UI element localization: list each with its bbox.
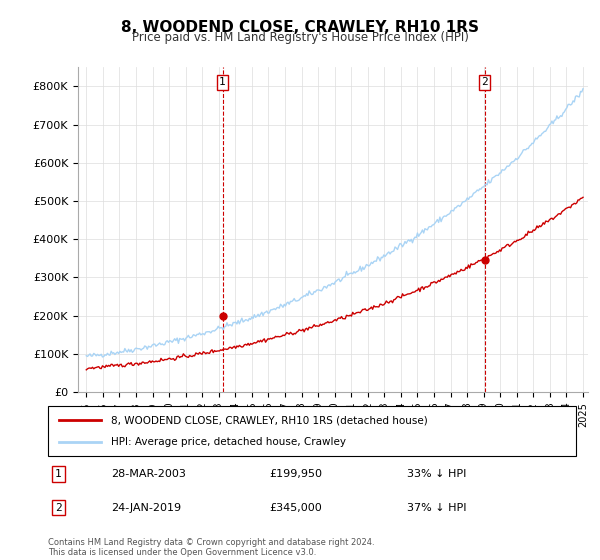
Text: 1: 1	[55, 469, 62, 479]
Text: Contains HM Land Registry data © Crown copyright and database right 2024.
This d: Contains HM Land Registry data © Crown c…	[48, 538, 374, 557]
Text: Price paid vs. HM Land Registry's House Price Index (HPI): Price paid vs. HM Land Registry's House …	[131, 31, 469, 44]
Text: HPI: Average price, detached house, Crawley: HPI: Average price, detached house, Craw…	[112, 437, 346, 447]
Text: 28-MAR-2003: 28-MAR-2003	[112, 469, 186, 479]
Text: 33% ↓ HPI: 33% ↓ HPI	[407, 469, 466, 479]
Text: £345,000: £345,000	[270, 502, 323, 512]
Text: 8, WOODEND CLOSE, CRAWLEY, RH10 1RS (detached house): 8, WOODEND CLOSE, CRAWLEY, RH10 1RS (det…	[112, 415, 428, 425]
Text: £199,950: £199,950	[270, 469, 323, 479]
Text: 1: 1	[219, 77, 226, 87]
Text: 2: 2	[55, 502, 62, 512]
Text: 24-JAN-2019: 24-JAN-2019	[112, 502, 181, 512]
Text: 37% ↓ HPI: 37% ↓ HPI	[407, 502, 467, 512]
Text: 8, WOODEND CLOSE, CRAWLEY, RH10 1RS: 8, WOODEND CLOSE, CRAWLEY, RH10 1RS	[121, 20, 479, 35]
FancyBboxPatch shape	[48, 406, 576, 456]
Text: 2: 2	[481, 77, 488, 87]
